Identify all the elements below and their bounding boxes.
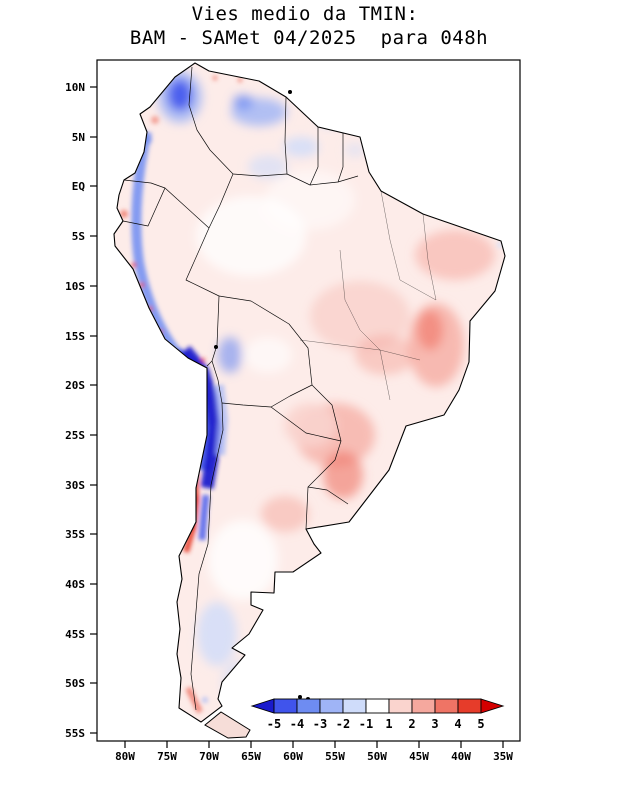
- figure-title-line1: Vies medio da TMIN:: [192, 3, 419, 25]
- andes-cold-bias-band: [198, 494, 210, 541]
- colorbar-cell: [434, 698, 459, 714]
- colorbar: -5 -4 -3 -2 -1 1 2 3 4 5: [250, 698, 505, 731]
- x-tick-label: 75W: [157, 750, 177, 763]
- andes-cold-bias-band: [172, 347, 213, 471]
- plot-frame: [96, 59, 521, 742]
- field-patch: [212, 75, 218, 81]
- field-patch: [201, 358, 205, 362]
- field-patch: [114, 63, 505, 722]
- colorbar-cell: [411, 698, 436, 714]
- x-tick-label: 40W: [451, 750, 471, 763]
- field-patch: [222, 661, 254, 705]
- field-patch: [233, 95, 253, 109]
- x-tick-label: 45W: [409, 750, 429, 763]
- y-tick-label: 25S: [65, 429, 85, 442]
- colorbar-cell: [457, 698, 482, 714]
- field-patch: [218, 337, 242, 373]
- south-chile-warm-strip: [185, 686, 203, 714]
- colorbar-cell: [273, 698, 298, 714]
- colorbar-label: -4: [290, 717, 304, 731]
- colorbar-label: -1: [359, 717, 373, 731]
- x-tick-label: 35W: [493, 750, 513, 763]
- y-tick-label: 15S: [65, 330, 85, 343]
- colorbar-label: 1: [385, 717, 392, 731]
- colorbar-label: 4: [454, 717, 461, 731]
- colorbar-label: 3: [431, 717, 438, 731]
- field-patch: [151, 116, 159, 124]
- y-tick-label: 5S: [72, 230, 85, 243]
- x-tick-label: 80W: [115, 750, 135, 763]
- colorbar-cell: [296, 698, 321, 714]
- colorbar-left-arrow: [250, 698, 275, 714]
- field-patch: [355, 335, 415, 375]
- y-tick-label: 10S: [65, 280, 85, 293]
- field-patch: [323, 451, 363, 499]
- field-patch: [310, 281, 410, 351]
- y-tick-label: 40S: [65, 578, 85, 591]
- field-patch: [120, 210, 128, 218]
- colorbar-label: -2: [336, 717, 350, 731]
- x-tick-label: 55W: [325, 750, 345, 763]
- y-tick-label: 30S: [65, 479, 85, 492]
- field-patch: [284, 403, 336, 447]
- colorbar-label: 2: [408, 717, 415, 731]
- tierra-del-fuego: [204, 711, 251, 739]
- y-tick-label: 20S: [65, 379, 85, 392]
- field-patch: [237, 77, 243, 83]
- andes-cold-bias-band: [131, 130, 181, 355]
- island-dot: [288, 90, 292, 94]
- x-tick-label: 60W: [283, 750, 303, 763]
- field-patch: [415, 230, 495, 280]
- field-patch: [131, 262, 137, 268]
- y-axis: 10N 5N EQ 5S 10S 15S 20S 25S 30S 35S 40S…: [65, 81, 97, 740]
- x-tick-label: 65W: [241, 750, 261, 763]
- field-patch: [283, 137, 319, 157]
- field-patch: [208, 520, 278, 600]
- country-borders: [122, 66, 437, 711]
- colorbar-label: 5: [477, 717, 484, 731]
- x-axis: 80W 75W 70W 65W 60W 55W 50W 45W 40W 35W: [115, 741, 513, 763]
- field-patch: [248, 155, 288, 179]
- y-tick-label: 45S: [65, 628, 85, 641]
- islands: [204, 90, 310, 739]
- field-patch: [345, 143, 365, 157]
- island-dot: [298, 695, 302, 699]
- y-tick-label: 35S: [65, 528, 85, 541]
- x-tick-label: 50W: [367, 750, 387, 763]
- field-patch: [197, 602, 237, 666]
- field-patch: [139, 282, 145, 288]
- field-patch: [261, 496, 309, 532]
- field-patch: [316, 112, 344, 128]
- y-tick-label: 5N: [72, 131, 85, 144]
- field-patch: [265, 170, 355, 230]
- y-tick-label: 50S: [65, 677, 85, 690]
- bias-field: [114, 63, 505, 722]
- colorbar-cell: [388, 698, 413, 714]
- x-tick-label: 70W: [199, 750, 219, 763]
- colorbar-label: -3: [313, 717, 327, 731]
- andes-cold-bias-band: [214, 384, 229, 456]
- y-tick-label: EQ: [72, 180, 86, 193]
- colorbar-label: -5: [267, 717, 281, 731]
- field-patch: [417, 310, 443, 350]
- lake-titicaca-dot: [214, 345, 218, 349]
- field-patch: [244, 337, 292, 373]
- field-patch: [168, 79, 192, 111]
- figure-title-line2: BAM - SAMet 04/2025 para 048h: [130, 27, 488, 49]
- y-tick-label: 10N: [65, 81, 85, 94]
- colorbar-right-arrow: [480, 698, 505, 714]
- colorbar-cell: [319, 698, 344, 714]
- colorbar-cell: [342, 698, 367, 714]
- field-patch: [202, 697, 208, 703]
- colorbar-cell: [365, 698, 390, 714]
- y-tick-label: 55S: [65, 727, 85, 740]
